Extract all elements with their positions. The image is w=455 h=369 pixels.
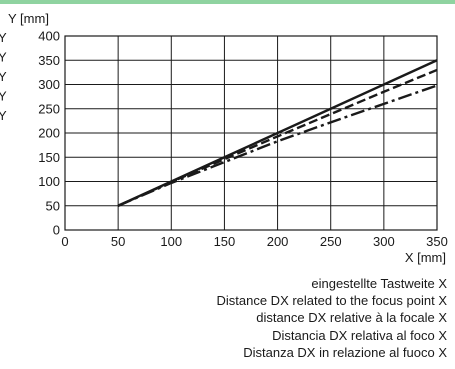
x-tick-label: 150 [214, 234, 236, 249]
y-tick-label: 50 [46, 198, 60, 213]
tick-labels: 0 50 100 150 200 250 300 350 0 50 100 150 200 250 300 3… [38, 29, 448, 250]
x-tick-label: 100 [160, 234, 182, 249]
y-tick-label: 300 [38, 77, 60, 92]
y-tick-label: 200 [38, 126, 60, 141]
footnotes: eingestellte Tastweite X Distance DX rel… [216, 275, 447, 361]
x-tick-label: 250 [320, 234, 342, 249]
y-axis-title: Y [mm] [8, 11, 49, 26]
plot-frame [64, 35, 438, 231]
x-tick-label: 50 [111, 234, 125, 249]
footnote-line: Distanza DX in relazione al fuoco X [243, 344, 447, 360]
left-y-label: Y [0, 108, 7, 123]
x-tick-label: 200 [267, 234, 289, 249]
series-layer [117, 59, 438, 207]
x-tick-label: 350 [426, 234, 448, 249]
left-y-label: Y [0, 69, 7, 84]
left-y-label: Y [0, 89, 7, 104]
footnote-line: Distancia DX relativa al foco X [272, 327, 447, 343]
footnote-line: Distance DX related to the focus point X [216, 293, 447, 309]
y-tick-label: 100 [38, 174, 60, 189]
y-tick-label: 400 [38, 29, 60, 44]
x-axis-title: X [mm] [405, 250, 446, 265]
grid [64, 35, 438, 231]
left-y-label: Y [0, 30, 7, 45]
y-tick-label: 150 [38, 150, 60, 165]
y-tick-label: 0 [53, 223, 60, 238]
x-tick-label: 300 [373, 234, 395, 249]
series-line-3 [117, 84, 438, 207]
left-y-label: Y [0, 50, 7, 65]
y-tick-label: 350 [38, 53, 60, 68]
y-tick-label: 250 [38, 101, 60, 116]
footnote-line: distance DX relative à la focale X [256, 310, 447, 326]
top-accent-band [0, 0, 455, 4]
footnote-line: eingestellte Tastweite X [311, 276, 447, 291]
x-tick-label: 0 [61, 234, 68, 249]
chart: 0 50 100 150 200 250 300 350 0 50 100 150 200 250 300 3… [0, 11, 448, 265]
